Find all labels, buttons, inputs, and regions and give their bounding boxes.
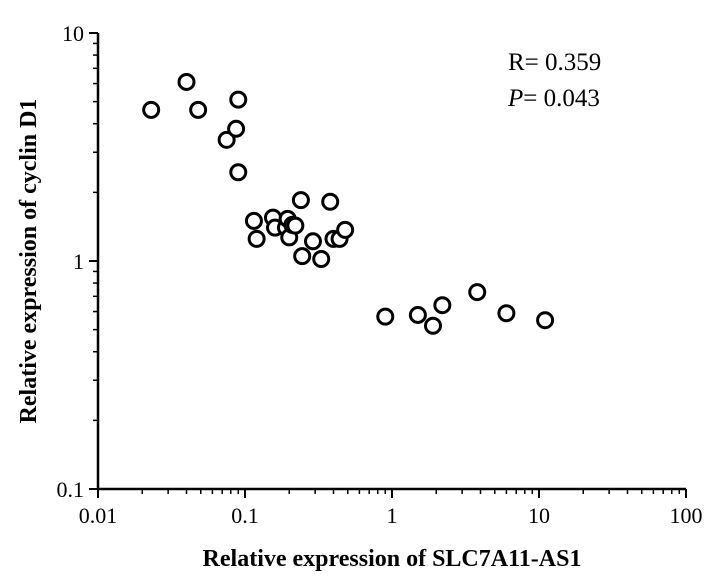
- scatter-point: [321, 192, 340, 211]
- scatter-point: [291, 191, 310, 210]
- y-tick-label: 0.1: [57, 477, 85, 502]
- scatter-point: [293, 247, 312, 266]
- scatter-point: [247, 229, 266, 248]
- scatter-point: [227, 119, 246, 138]
- p-value: = 0.043: [523, 85, 600, 112]
- y-tick-label: 10: [62, 21, 84, 46]
- scatter-point: [408, 305, 427, 324]
- axis-ticks: [89, 32, 687, 498]
- x-axis-title: Relative expression of SLC7A11-AS1: [203, 546, 582, 572]
- scatter-point: [376, 307, 395, 326]
- scatter-point: [312, 250, 331, 269]
- scatter-point: [177, 72, 196, 91]
- y-axis-title: Relative expression of cyclin D1: [16, 99, 42, 424]
- data-points: [142, 72, 555, 335]
- scatter-point: [303, 232, 322, 251]
- scatter-point: [189, 100, 208, 119]
- r-annotation: R= 0.359: [508, 49, 601, 76]
- x-tick-label: 1: [387, 503, 398, 528]
- scatter-point: [423, 316, 442, 335]
- scatter-point: [536, 311, 555, 330]
- scatter-point: [497, 304, 516, 323]
- scatter-point: [229, 90, 248, 109]
- scatter-point: [244, 211, 263, 230]
- scatter-point: [468, 283, 487, 302]
- p-annotation: P= 0.043: [507, 85, 600, 112]
- x-tick-label: 0.01: [79, 503, 118, 528]
- scatter-point: [433, 296, 452, 315]
- y-tick-label: 1: [73, 249, 84, 274]
- x-tick-label: 0.1: [231, 503, 259, 528]
- x-tick-label: 100: [670, 503, 703, 528]
- scatter-point: [217, 130, 236, 149]
- scatter-point: [286, 216, 305, 235]
- p-symbol: P: [507, 85, 523, 112]
- scatter-point: [142, 100, 161, 119]
- scatter-point: [229, 163, 248, 182]
- scatter-point: [336, 220, 355, 239]
- x-tick-label: 10: [528, 503, 550, 528]
